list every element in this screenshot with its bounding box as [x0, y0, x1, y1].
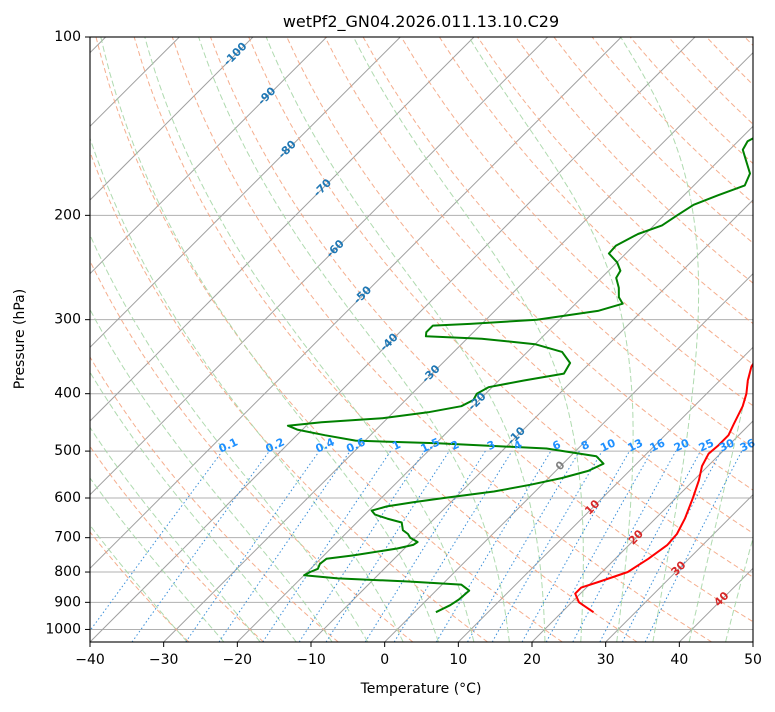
x-tick-label: 20	[523, 652, 541, 668]
x-tick-label: 10	[449, 652, 467, 668]
y-tick-label: 900	[54, 594, 81, 610]
y-tick-label: 100	[54, 29, 81, 45]
y-tick-label: 800	[54, 564, 81, 580]
x-tick-label: 30	[597, 652, 615, 668]
x-tick-label: −30	[149, 652, 179, 668]
y-tick-label: 200	[54, 207, 81, 223]
x-tick-label: −40	[75, 652, 105, 668]
y-tick-label: 1000	[45, 621, 81, 637]
x-axis-title: Temperature (°C)	[360, 681, 482, 697]
x-tick-label: −20	[223, 652, 253, 668]
y-tick-label: 700	[54, 530, 81, 546]
isotherm-line	[753, 37, 775, 642]
chart-title: wetPf2_GN04.2026.011.13.10.C29	[283, 12, 559, 32]
x-tick-label: 40	[670, 652, 688, 668]
y-tick-label: 400	[54, 386, 81, 402]
y-axis-title: Pressure (hPa)	[12, 289, 28, 389]
x-tick-label: 50	[744, 652, 762, 668]
y-tick-label: 300	[54, 312, 81, 328]
x-tick-label: −10	[296, 652, 326, 668]
y-tick-label: 500	[54, 443, 81, 459]
y-tick-label: 600	[54, 490, 81, 506]
x-tick-label: 0	[380, 652, 389, 668]
